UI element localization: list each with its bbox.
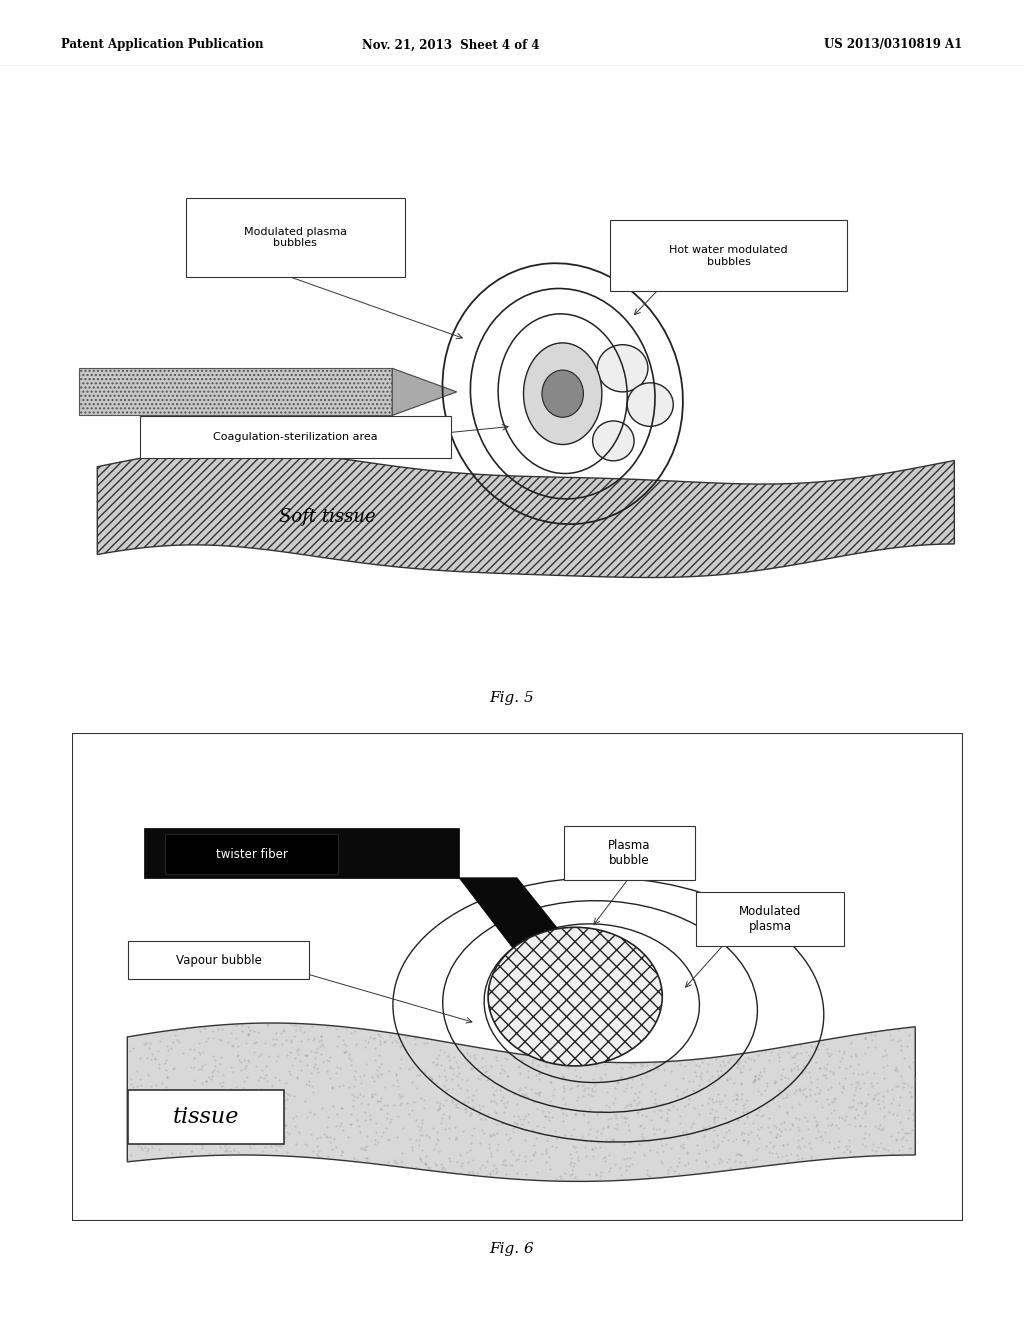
Text: Fig. 5: Fig. 5 <box>489 692 535 705</box>
Text: Modulated plasma
bubbles: Modulated plasma bubbles <box>244 227 347 248</box>
Text: Nov. 21, 2013  Sheet 4 of 4: Nov. 21, 2013 Sheet 4 of 4 <box>361 38 540 51</box>
Text: Vapour bubble: Vapour bubble <box>175 954 261 966</box>
FancyBboxPatch shape <box>128 941 309 979</box>
FancyBboxPatch shape <box>166 834 338 874</box>
Ellipse shape <box>527 936 582 972</box>
Text: Soft tissue: Soft tissue <box>280 508 376 527</box>
Ellipse shape <box>593 421 634 461</box>
Ellipse shape <box>523 343 602 445</box>
FancyBboxPatch shape <box>139 416 452 458</box>
FancyBboxPatch shape <box>185 198 406 277</box>
Text: tissue: tissue <box>173 1106 240 1129</box>
Polygon shape <box>127 1023 915 1181</box>
Text: Fig. 6: Fig. 6 <box>489 1242 535 1255</box>
Text: Plasma
bubble: Plasma bubble <box>608 840 650 867</box>
Bar <box>79 368 392 416</box>
FancyBboxPatch shape <box>128 1090 284 1144</box>
Text: US 2013/0310819 A1: US 2013/0310819 A1 <box>824 38 963 51</box>
Text: Coagulation-sterilization area: Coagulation-sterilization area <box>213 432 378 442</box>
Polygon shape <box>459 878 575 953</box>
FancyBboxPatch shape <box>563 826 694 880</box>
Text: Modulated
plasma: Modulated plasma <box>739 906 802 933</box>
FancyBboxPatch shape <box>72 733 963 1221</box>
Circle shape <box>488 927 663 1067</box>
Text: twister fiber: twister fiber <box>216 847 288 861</box>
Polygon shape <box>97 449 954 578</box>
Text: Hot water modulated
bubbles: Hot water modulated bubbles <box>670 246 787 267</box>
Ellipse shape <box>628 383 674 426</box>
Ellipse shape <box>542 370 584 417</box>
FancyBboxPatch shape <box>609 220 848 292</box>
FancyBboxPatch shape <box>696 892 844 946</box>
Ellipse shape <box>597 345 648 392</box>
Polygon shape <box>392 368 457 416</box>
Bar <box>143 829 459 878</box>
Text: Patent Application Publication: Patent Application Publication <box>61 38 264 51</box>
